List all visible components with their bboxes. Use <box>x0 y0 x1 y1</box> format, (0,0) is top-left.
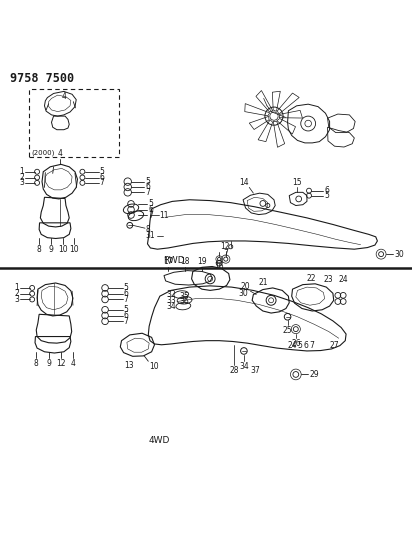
Text: 7: 7 <box>124 317 129 326</box>
Text: 20: 20 <box>240 282 250 291</box>
Text: 4WD: 4WD <box>148 436 170 445</box>
Text: 14: 14 <box>239 177 248 187</box>
Text: 1: 1 <box>14 284 19 293</box>
Text: 16: 16 <box>214 262 224 271</box>
Text: 21: 21 <box>259 278 269 287</box>
Text: 8: 8 <box>146 225 151 234</box>
Text: 7: 7 <box>145 188 150 197</box>
Text: 17: 17 <box>163 257 173 265</box>
Text: 24: 24 <box>339 275 348 284</box>
Text: 7: 7 <box>100 179 105 188</box>
Text: 35: 35 <box>179 292 189 301</box>
Text: 6: 6 <box>124 311 129 320</box>
Text: 5: 5 <box>124 284 129 293</box>
Bar <box>29 90 119 157</box>
Text: 5: 5 <box>100 167 105 176</box>
Text: 4: 4 <box>61 92 66 101</box>
Text: 6: 6 <box>124 289 129 298</box>
Text: 13: 13 <box>124 361 133 370</box>
Text: 5: 5 <box>297 342 302 351</box>
Text: 32: 32 <box>167 290 176 299</box>
Text: 8: 8 <box>33 359 38 368</box>
Text: 1: 1 <box>19 167 24 176</box>
Text: 37: 37 <box>250 366 260 375</box>
Text: 6: 6 <box>303 342 308 351</box>
Text: 12: 12 <box>220 243 229 251</box>
Text: 9: 9 <box>48 245 53 254</box>
Text: 10: 10 <box>149 362 159 371</box>
Text: 15: 15 <box>292 177 302 187</box>
Text: 5: 5 <box>145 177 150 186</box>
Text: 9758 7500: 9758 7500 <box>10 72 75 85</box>
Text: 12: 12 <box>56 359 66 368</box>
Text: 3: 3 <box>14 295 19 304</box>
Text: 9: 9 <box>46 359 51 368</box>
Text: 8: 8 <box>37 245 42 254</box>
Text: RWD: RWD <box>163 256 184 265</box>
Text: 5: 5 <box>148 199 153 208</box>
Text: 19: 19 <box>197 257 207 265</box>
Text: 33: 33 <box>166 296 176 305</box>
Text: 34: 34 <box>166 302 176 311</box>
Text: 10: 10 <box>69 245 79 254</box>
Text: 29: 29 <box>309 370 318 379</box>
Text: 4: 4 <box>71 359 76 368</box>
Text: 2: 2 <box>14 289 19 298</box>
Text: 7: 7 <box>148 211 153 220</box>
Text: 7: 7 <box>224 249 229 258</box>
Text: 7: 7 <box>309 342 314 351</box>
Text: 2: 2 <box>19 173 24 182</box>
Text: 28: 28 <box>229 366 239 375</box>
Text: 6: 6 <box>100 173 105 182</box>
Text: 18: 18 <box>180 257 190 265</box>
Text: 30: 30 <box>394 249 404 259</box>
Text: 36: 36 <box>180 297 190 306</box>
Text: 23: 23 <box>324 275 334 284</box>
Text: (2000): (2000) <box>32 150 55 156</box>
Text: 4: 4 <box>57 149 62 158</box>
Text: 27: 27 <box>330 342 339 351</box>
Text: 7: 7 <box>124 295 129 304</box>
Text: 30: 30 <box>238 289 248 298</box>
Text: 26: 26 <box>291 339 301 348</box>
Text: 5: 5 <box>124 305 129 314</box>
Text: 24: 24 <box>288 342 297 351</box>
Text: 22: 22 <box>306 274 316 283</box>
Text: 5: 5 <box>324 191 329 200</box>
Text: 25: 25 <box>283 326 293 335</box>
Text: 11: 11 <box>159 211 169 220</box>
Text: 6: 6 <box>145 182 150 191</box>
Text: 34: 34 <box>239 362 249 371</box>
Text: 6: 6 <box>148 205 153 214</box>
Text: 31: 31 <box>146 231 155 240</box>
Text: 10: 10 <box>58 245 68 254</box>
Text: 3: 3 <box>19 179 24 188</box>
Text: 6: 6 <box>324 186 329 195</box>
